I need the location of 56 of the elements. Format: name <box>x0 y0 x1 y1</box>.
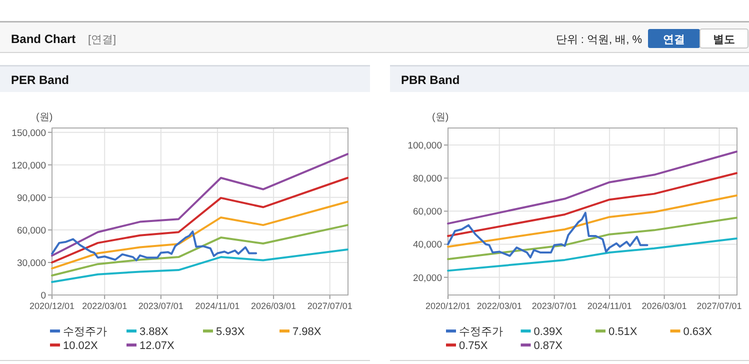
x-tick-label: 2027/07/01 <box>696 301 742 311</box>
y-axis-title: (원) <box>36 112 53 123</box>
chart-title: PBR Band <box>401 73 460 87</box>
legend-label: 12.07X <box>140 340 176 352</box>
y-tick-label: 90,000 <box>16 192 46 204</box>
legend-label: 0.75X <box>459 340 488 352</box>
y-tick-label: 30,000 <box>16 258 46 269</box>
x-tick-label: 2024/11/01 <box>195 301 240 311</box>
x-tick-label: 2027/07/01 <box>307 301 352 311</box>
y-tick-label: 60,000 <box>16 225 46 236</box>
text: [연결] <box>88 34 116 46</box>
legend-label: 0.87X <box>534 340 564 352</box>
x-tick-label: 2022/03/01 <box>82 301 128 311</box>
y-tick-label: 150,000 <box>12 128 46 139</box>
line-series <box>447 150 738 225</box>
x-tick-label: 2023/07/01 <box>532 301 577 311</box>
x-tick-label: 2022/03/01 <box>476 301 522 311</box>
text: 별도 <box>713 34 735 46</box>
line-series <box>447 172 738 237</box>
line-series <box>51 230 258 262</box>
legend-label: 수정주가 <box>63 326 107 338</box>
line-series <box>447 194 738 248</box>
text: 단위 : 억원, 배, % <box>556 34 642 46</box>
line-series <box>51 153 349 257</box>
legend-label: 0.51X <box>608 326 638 338</box>
y-tick-label: 100,000 <box>408 140 442 152</box>
x-tick-label: 2026/03/01 <box>642 301 687 311</box>
text: Band Chart <box>11 32 76 46</box>
legend-label: 7.98X <box>292 326 322 338</box>
x-tick-label: 2020/12/01 <box>425 301 471 311</box>
line-series <box>51 248 349 283</box>
y-tick-label: 80,000 <box>412 174 442 185</box>
legend-label: 수정주가 <box>459 326 503 338</box>
legend-label: 5.93X <box>216 326 246 338</box>
x-tick-label: 2024/11/01 <box>587 301 632 311</box>
x-tick-label: 2020/12/01 <box>29 301 75 311</box>
chart-title: PER Band <box>11 73 70 87</box>
y-tick-label: 20,000 <box>412 272 442 284</box>
line-series <box>447 212 648 258</box>
line-series <box>447 237 738 272</box>
x-tick-label: 2026/03/01 <box>251 301 296 311</box>
y-tick-label: 60,000 <box>412 206 442 218</box>
line-series <box>51 200 349 270</box>
y-tick-label: 120,000 <box>12 160 46 172</box>
line-series <box>447 216 738 260</box>
x-tick-label: 2023/07/01 <box>138 301 184 311</box>
legend-label: 10.02X <box>63 340 99 352</box>
legend-label: 3.88X <box>140 326 169 338</box>
y-tick-label: 0 <box>40 290 46 302</box>
legend-label: 0.39X <box>534 326 564 338</box>
y-tick-label: 40,000 <box>412 240 442 251</box>
legend-label: 0.63X <box>683 326 713 338</box>
line-series <box>51 224 349 276</box>
y-axis-title: (원) <box>432 112 449 123</box>
line-series <box>51 176 349 264</box>
text: 연결 <box>663 34 685 46</box>
